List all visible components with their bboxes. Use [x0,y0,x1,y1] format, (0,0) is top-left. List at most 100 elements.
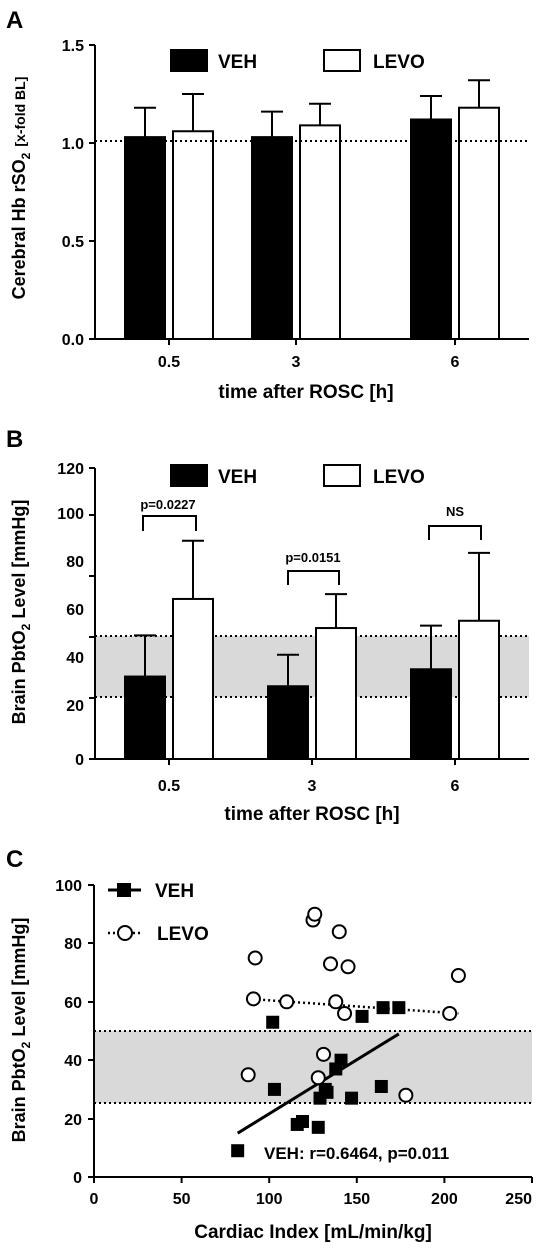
panel-b-ylabel-rest: Level [mmHg] [9,500,29,624]
data-point-levo [316,1046,332,1062]
panel-a-bars [124,79,500,341]
panel-c-ytick-label: 40 [64,1053,82,1070]
data-point-levo [328,994,344,1010]
panel-b-xtick-label: 3 [308,778,317,795]
panel-c-annotation: VEH: r=0.6464, p=0.011 [264,1144,449,1163]
data-point-levo [442,1005,458,1021]
significance-bracket [142,515,197,531]
panel-a-xtick-label: 0.5 [158,354,180,371]
panel-c-xlabel: Cardiac Index [mL/min/kg] [194,1222,432,1243]
bar-levo [172,130,214,340]
panel-a-legend-veh-label: VEH [218,52,257,73]
panel-a-legend-levo-label: LEVO [373,52,425,73]
panel-c-xtick-label: 0 [90,1191,99,1208]
panel-c-letter: C [6,846,23,873]
significance-label: NS [446,504,464,519]
bar-veh [251,136,293,340]
panel-c-normal-range-band [94,1031,532,1103]
bar-veh [124,136,166,340]
panel-a-ytick-label: 1.5 [62,38,84,55]
panel-a: A 0.0 0.5 1.0 1.5 0.5 3 6 time after ROS… [6,7,529,403]
panel-c-xtick-label: 50 [173,1191,191,1208]
panel-c-yticks: 0 20 40 60 80 100 [55,878,94,1187]
panel-c-legend: VEH LEVO [108,881,209,945]
panel-b-xtick-label: 0.5 [158,778,180,795]
bar-veh [410,668,452,761]
panel-c: C 0 20 40 60 80 100 0 5 [6,846,533,1243]
data-point-levo [310,1070,326,1086]
significance-label: p=0.0151 [285,550,340,565]
panel-b-ytick-label: 40 [66,650,84,667]
panel-a-legend-veh-swatch [170,49,208,72]
panel-a-xlabel: time after ROSC [h] [218,382,393,403]
data-point-veh [334,1053,348,1067]
panel-b-legend-veh-swatch [170,464,208,487]
panel-b-xlabel: time after ROSC [h] [224,804,399,825]
panel-b-xtick-label: 6 [451,778,460,795]
panel-b-significance: p=0.0227 p=0.0151 NS [140,497,482,585]
significance-label: p=0.0227 [140,497,195,512]
panel-b-legend-veh-label: VEH [218,467,257,488]
data-point-veh [355,1009,369,1023]
panel-b-legend: VEH LEVO [170,464,425,488]
panel-c-ylabel-sub: 2 [19,1041,33,1048]
panel-b-ytick-label: 100 [57,506,84,523]
panel-b-ytick-label: 80 [66,554,84,571]
panel-c-xtick-label: 150 [343,1191,370,1208]
panel-b-xticks: 0.5 3 6 [158,759,460,795]
data-point-levo [279,994,295,1010]
bar-levo [299,124,341,340]
data-point-veh [267,1082,281,1096]
significance-bracket [428,525,482,540]
panel-c-xticks: 0 50 100 150 200 250 [90,1177,533,1208]
bar-veh [410,118,452,341]
panel-c-ytick-label: 60 [64,995,82,1012]
significance-bracket [287,570,340,585]
panel-c-xtick-label: 250 [505,1191,532,1208]
panel-b-ytick-label: 0 [75,752,84,769]
data-point-levo [331,924,347,940]
panel-b-legend-levo-label: LEVO [373,467,425,488]
panel-a-legend-levo-swatch [323,49,361,72]
data-point-veh [311,1120,325,1134]
panel-c-ylabel-main: Brain PbtO [9,1048,29,1142]
panel-a-ytick-label: 0.0 [62,332,84,349]
panel-a-ylabel: Cerebral Hb rSO2 [x-fold BL] [9,77,33,300]
panel-a-xticks: 0.5 3 6 [158,339,460,371]
data-point-levo [450,968,466,984]
panel-b: B 0 20 40 60 80 100 120 0.5 3 6 [6,426,529,825]
data-point-veh [266,1015,280,1029]
panel-a-legend: VEH LEVO [170,49,425,73]
panel-b-yticks: 0 20 40 60 80 100 120 [57,461,95,769]
data-point-levo [307,906,323,922]
panel-a-ytick-label: 1.0 [62,136,84,153]
panel-c-xtick-label: 200 [431,1191,458,1208]
data-point-veh [345,1091,359,1105]
panel-b-ytick-label: 120 [57,461,84,478]
panel-c-ytick-label: 0 [73,1170,82,1187]
panel-b-ylabel: Brain PbtO2 Level [mmHg] [9,500,33,725]
data-point-levo [398,1087,414,1103]
panel-c-ytick-label: 100 [55,878,82,895]
data-point-levo [245,991,261,1007]
data-point-veh [392,1001,406,1015]
panel-c-points [231,906,466,1158]
panel-c-legend-veh-label: VEH [155,881,194,902]
panel-c-ytick-label: 80 [64,936,82,953]
bar-veh [124,675,166,760]
data-point-levo [323,956,339,972]
panel-b-ylabel-sub: 2 [19,623,33,630]
data-point-veh [231,1144,245,1158]
bar-levo [458,619,500,761]
data-point-levo [240,1067,256,1083]
panel-a-yticks: 0.0 0.5 1.0 1.5 [62,38,95,349]
data-point-veh [376,1001,390,1015]
panel-a-ylabel-sub: 2 [19,152,33,159]
bar-levo [172,597,214,761]
panel-b-ytick-label: 20 [66,698,84,715]
panel-c-legend-levo-marker [117,925,133,941]
panel-a-xtick-label: 3 [292,354,301,371]
bar-levo [315,627,357,760]
panel-b-letter: B [6,426,23,453]
